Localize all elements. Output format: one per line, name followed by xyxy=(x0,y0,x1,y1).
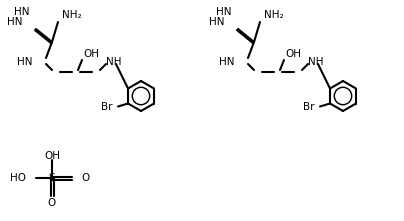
Text: NH: NH xyxy=(106,57,122,67)
Text: O: O xyxy=(48,198,56,208)
Text: HN: HN xyxy=(17,57,33,67)
Text: NH: NH xyxy=(308,57,324,67)
Text: S: S xyxy=(49,173,55,183)
Text: HN: HN xyxy=(219,57,235,67)
Text: NH₂: NH₂ xyxy=(62,10,82,20)
Text: Br: Br xyxy=(101,101,113,112)
Text: OH: OH xyxy=(83,49,99,59)
Text: OH: OH xyxy=(44,151,60,161)
Text: NH₂: NH₂ xyxy=(264,10,284,20)
Text: HN: HN xyxy=(8,17,23,27)
Text: HN: HN xyxy=(14,7,30,17)
Text: HN: HN xyxy=(216,7,232,17)
Text: OH: OH xyxy=(285,49,301,59)
Text: Br: Br xyxy=(303,101,315,112)
Text: O: O xyxy=(81,173,89,183)
Text: HN: HN xyxy=(210,17,225,27)
Text: HO: HO xyxy=(10,173,26,183)
